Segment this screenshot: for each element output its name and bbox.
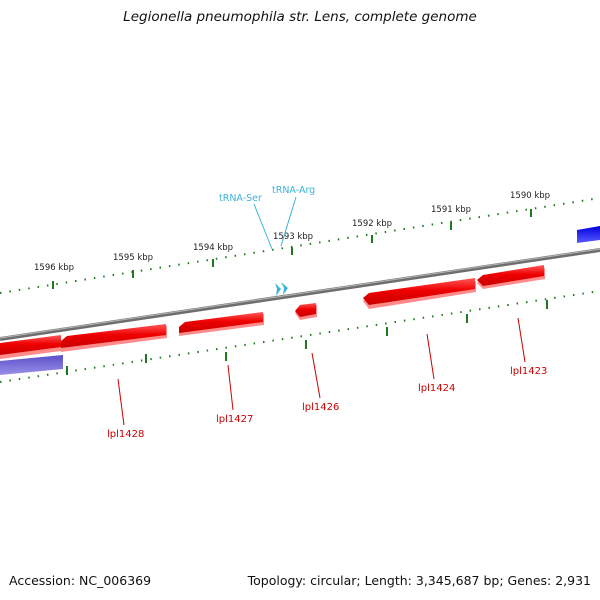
- accession-text: Accession: NC_006369: [9, 573, 152, 588]
- genome-backbone: [0, 248, 600, 341]
- gene-label-lpl1423: lpl1423: [510, 366, 547, 377]
- trna-arg-feature: [281, 282, 288, 295]
- gene-label-lpl1426: lpl1426: [302, 402, 339, 413]
- lpl1427-leader: [227, 364, 234, 411]
- gene-arrow-lpl1426: [295, 303, 317, 320]
- gene-arrow-left-partial: [0, 335, 61, 359]
- gene-arrow-lpl1428: [61, 324, 167, 352]
- gene-arrow-lpl1427: [179, 312, 264, 336]
- trna-ser-feature: [275, 283, 281, 296]
- purple-feature: [0, 355, 63, 375]
- trna-ser-label: tRNA-Ser: [219, 193, 262, 204]
- outer-scale-ruler: [0, 197, 600, 294]
- gene-arrow-lpl1424: [363, 278, 476, 309]
- gene-arrow-lpl1423: [477, 265, 545, 289]
- scale-label-1594: 1594 kbp: [193, 243, 233, 253]
- genome-summary-text: Topology: circular; Length: 3,345,687 bp…: [247, 573, 591, 588]
- scale-label-1593: 1593 kbp: [273, 232, 313, 242]
- trna-arg-label: tRNA-Arg: [272, 185, 315, 196]
- lpl1428-leader: [117, 378, 125, 426]
- scale-label-1596: 1596 kbp: [34, 263, 74, 273]
- gene-label-lpl1428: lpl1428: [107, 429, 144, 440]
- lpl1426-leader: [311, 352, 321, 399]
- scale-label-1595: 1595 kbp: [113, 253, 153, 263]
- gene-label-lpl1424: lpl1424: [418, 383, 455, 394]
- map-title: Legionella pneumophila str. Lens, comple…: [123, 9, 477, 25]
- scale-label-1590: 1590 kbp: [510, 191, 550, 201]
- scale-label-1592: 1592 kbp: [352, 219, 392, 229]
- trna-ser-leader: [253, 203, 273, 250]
- lpl1423-leader: [517, 317, 526, 363]
- lpl1424-leader: [426, 333, 435, 380]
- blue-feature: [577, 226, 600, 243]
- inner-scale-ruler: [0, 290, 600, 383]
- trna-arg-leader: [280, 196, 297, 247]
- gene-label-lpl1427: lpl1427: [216, 414, 253, 425]
- scale-label-1591: 1591 kbp: [431, 205, 471, 215]
